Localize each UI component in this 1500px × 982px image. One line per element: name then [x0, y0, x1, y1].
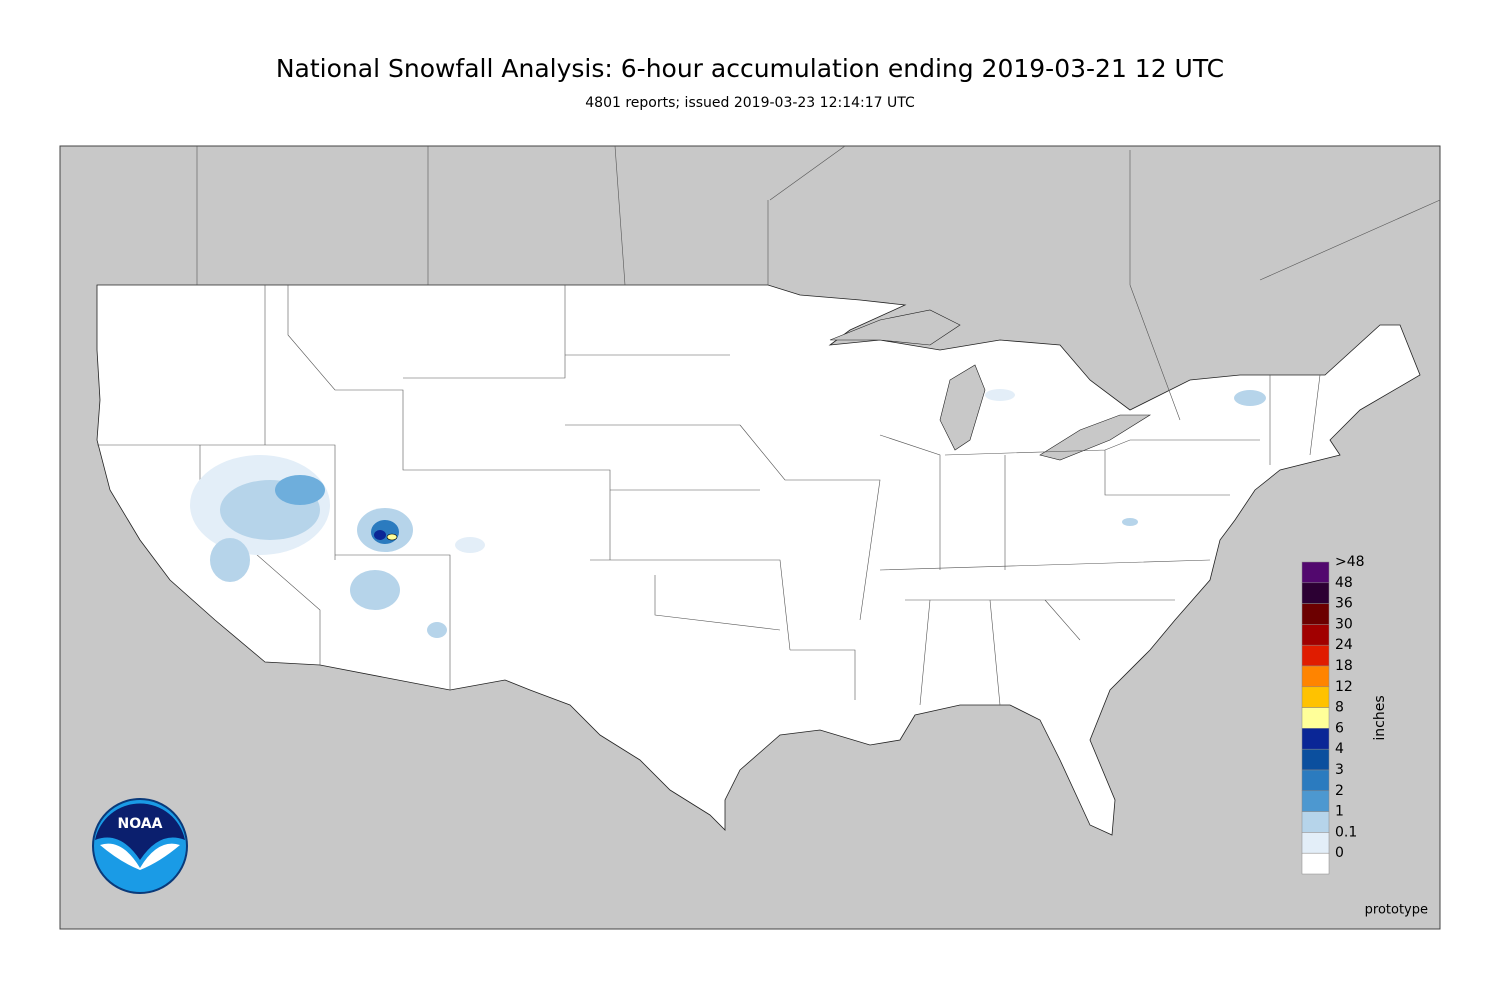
snow-area — [427, 622, 447, 638]
snow-area — [350, 570, 400, 610]
legend-label: 4 — [1335, 741, 1344, 757]
legend-swatch — [1301, 561, 1330, 584]
legend-swatch — [1301, 582, 1330, 604]
map — [59, 145, 1441, 930]
legend-swatch — [1301, 624, 1330, 646]
legend-swatch — [1301, 852, 1330, 875]
snow-area — [386, 533, 398, 541]
legend-label: 6 — [1335, 720, 1344, 736]
title: National Snowfall Analysis: 6-hour accum… — [276, 54, 1224, 83]
legend-swatch — [1301, 790, 1330, 812]
legend-swatch — [1301, 832, 1330, 854]
footnote: prototype — [1365, 903, 1428, 918]
lake-erie — [1039, 414, 1152, 461]
snow-area — [985, 389, 1015, 401]
legend: inches >48 48 36 30 24 18 12 8 6 4 3 2 1 0.1 0 — [1301, 554, 1388, 875]
logo-gull — [100, 843, 180, 870]
legend-label: 0.1 — [1335, 824, 1357, 840]
snow-area — [1122, 518, 1138, 526]
snow-area — [210, 538, 250, 582]
legend-label: 36 — [1335, 596, 1353, 612]
legend-label: >48 — [1335, 554, 1365, 570]
logo-text: NOAA — [118, 816, 163, 832]
snow-area — [455, 537, 485, 553]
subtitle: 4801 reports; issued 2019-03-23 12:14:17… — [585, 95, 915, 111]
legend-label: 18 — [1335, 658, 1353, 674]
lake-michigan — [939, 364, 986, 451]
snow-area — [275, 475, 325, 505]
noaa-logo: NOAA — [92, 798, 188, 894]
legend-label: 0 — [1335, 845, 1344, 861]
canada-lines — [196, 145, 1441, 421]
legend-swatch — [1301, 728, 1330, 750]
legend-title: inches — [1372, 695, 1388, 740]
legend-swatch — [1301, 811, 1330, 833]
legend-swatch — [1301, 603, 1330, 625]
legend-swatch — [1301, 644, 1330, 667]
legend-swatch — [1301, 707, 1330, 729]
lake-superior — [829, 309, 961, 346]
legend-label: 3 — [1335, 762, 1344, 778]
legend-label: 48 — [1335, 575, 1353, 591]
legend-label: 12 — [1335, 679, 1353, 695]
legend-label: 2 — [1335, 783, 1344, 799]
logo-top — [95, 803, 185, 860]
legend-swatch — [1301, 686, 1330, 708]
legend-label: 1 — [1335, 804, 1344, 820]
legend-swatch — [1301, 748, 1330, 771]
legend-label: 30 — [1335, 616, 1353, 632]
legend-label: 8 — [1335, 700, 1344, 716]
snow-areas — [190, 389, 1266, 638]
legend-swatch — [1301, 665, 1330, 688]
legend-label: 24 — [1335, 637, 1353, 653]
legend-swatch — [1301, 769, 1330, 792]
snow-area — [1234, 390, 1266, 406]
state-lines — [97, 285, 1321, 706]
snow-area — [374, 530, 386, 540]
